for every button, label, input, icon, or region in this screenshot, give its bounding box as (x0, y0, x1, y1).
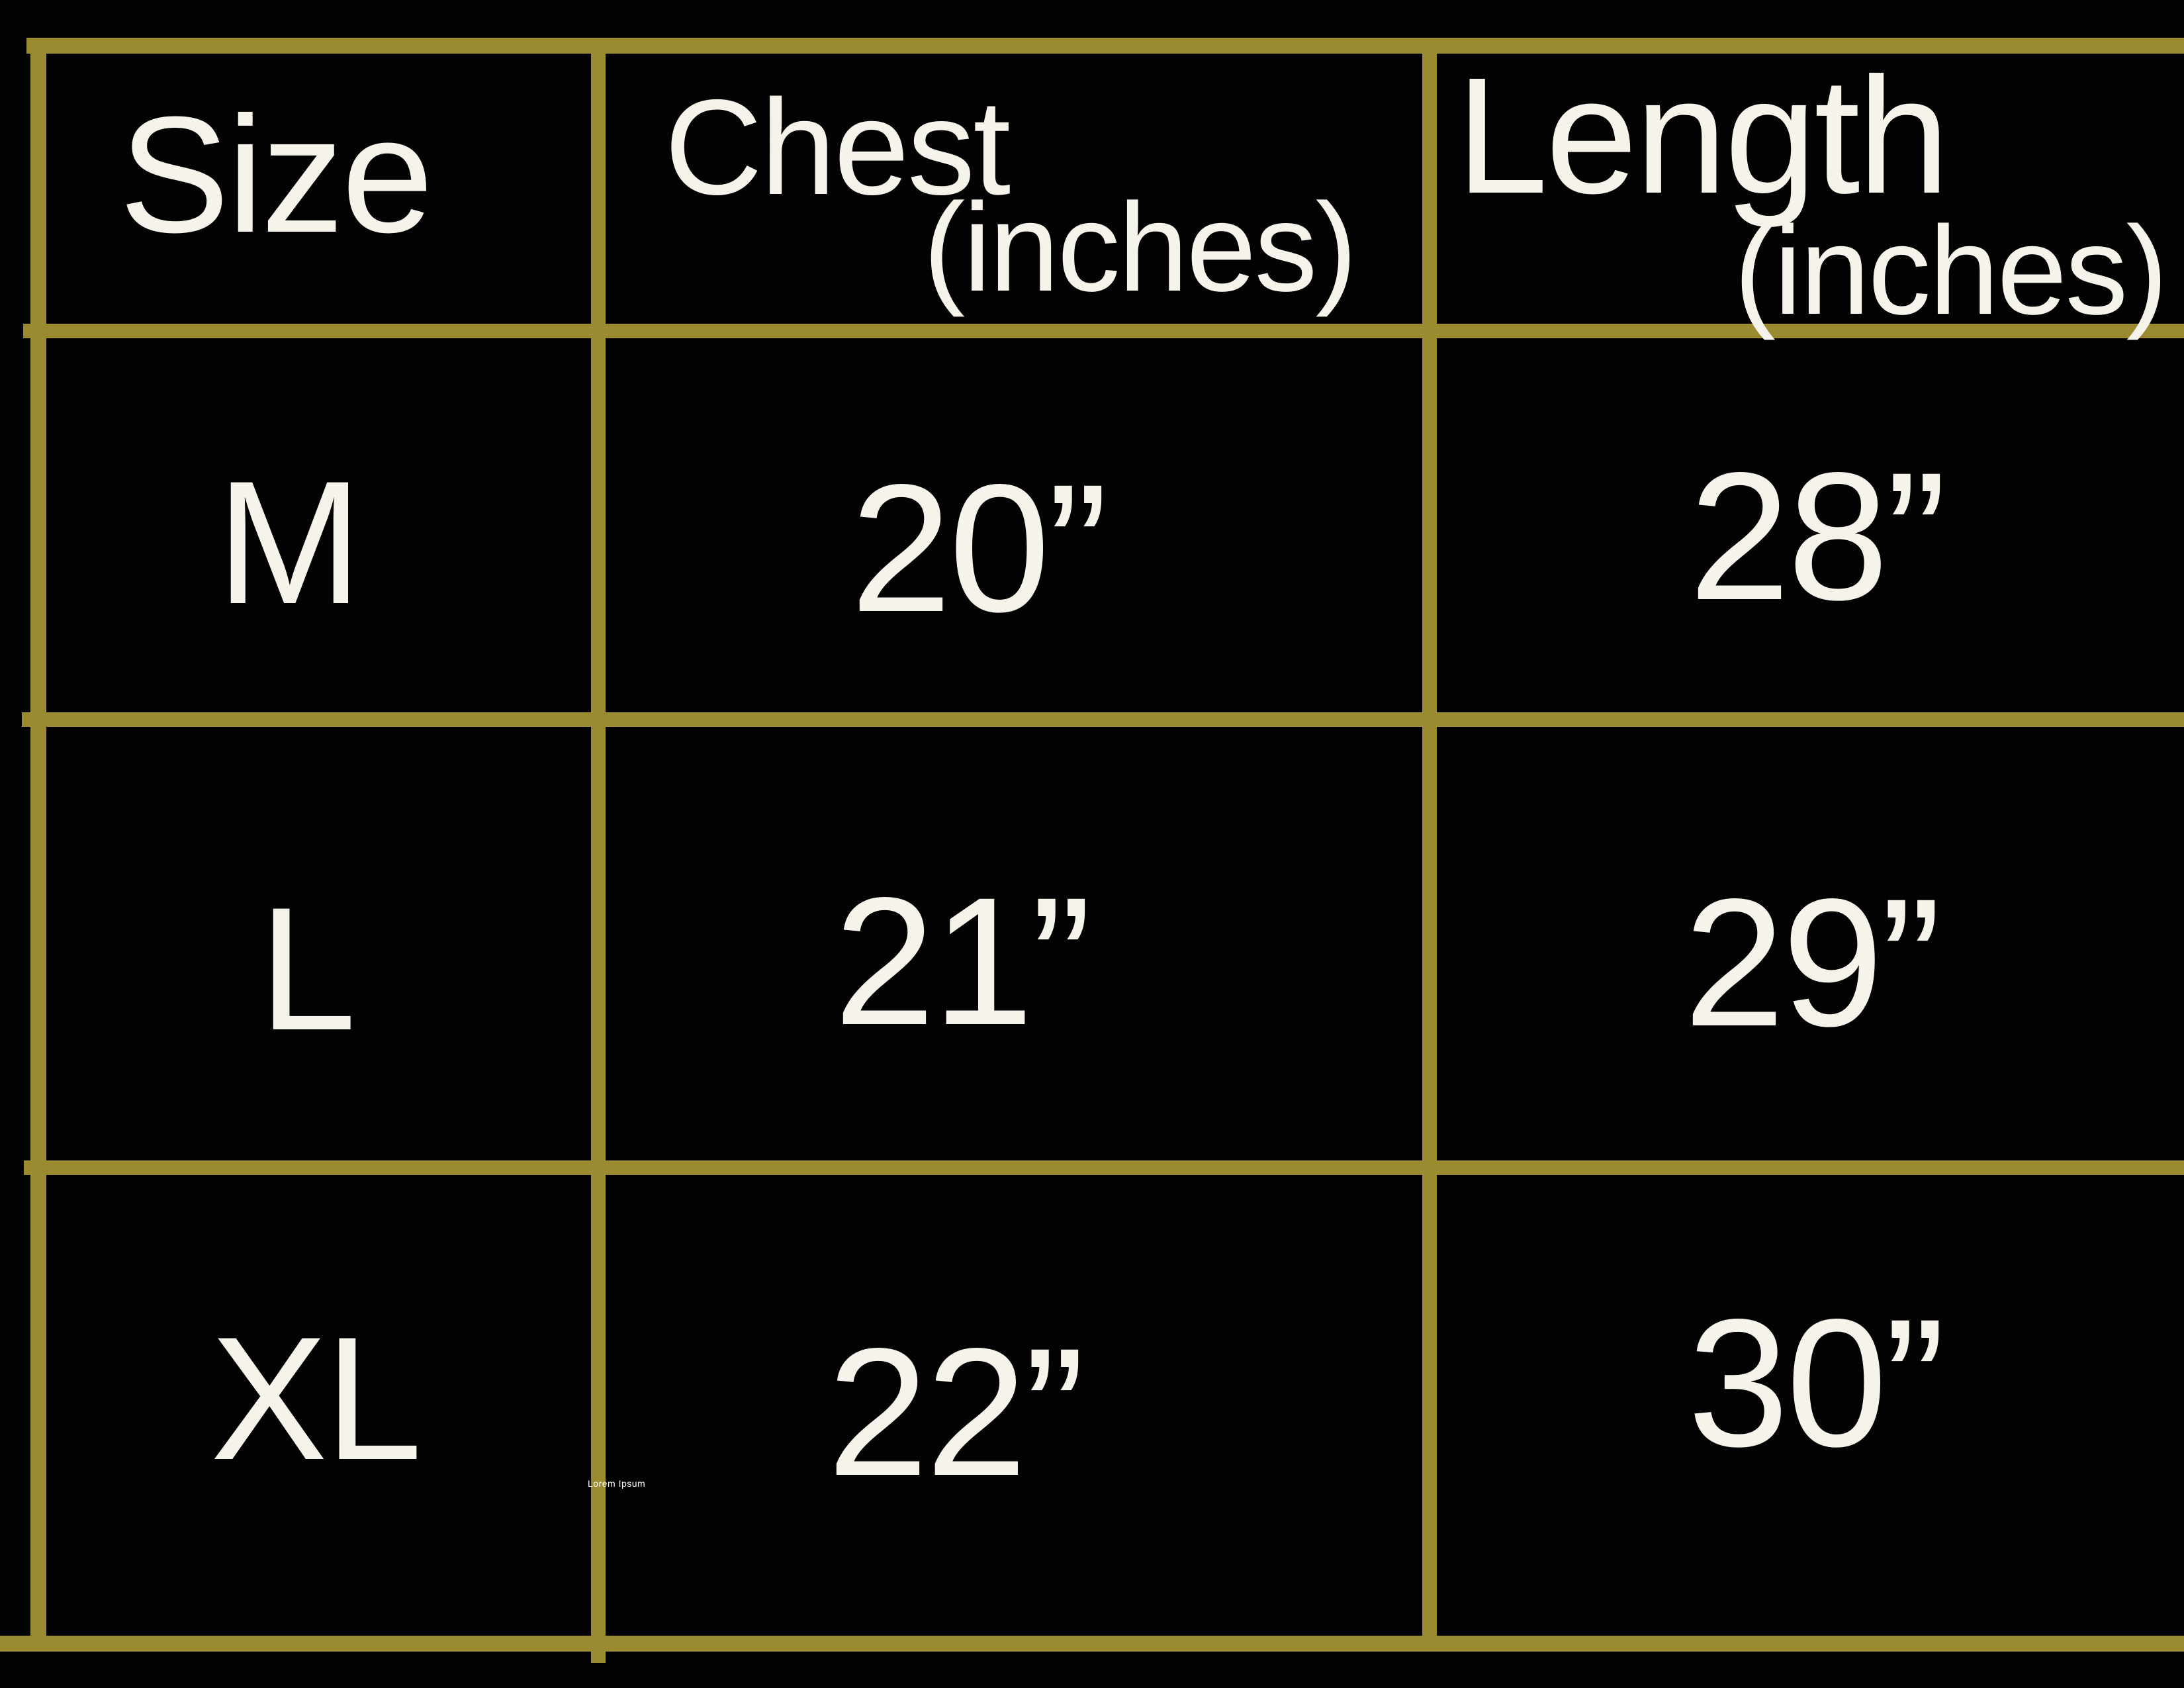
header-chest: Chest (664, 71, 1011, 223)
cell-size-xl: XL (210, 1301, 422, 1497)
cell-length-xl: 30” (1688, 1282, 1945, 1485)
header-size: Size (119, 82, 433, 267)
row-divider-l-xl (24, 1160, 2184, 1175)
cell-size-m: M (216, 445, 363, 641)
cell-chest-l: 21” (834, 860, 1091, 1063)
table-border-left (30, 38, 46, 1652)
header-length-unit: (inches) (1734, 201, 2168, 341)
cell-chest-xl: 22” (827, 1311, 1085, 1514)
cell-length-m: 28” (1689, 435, 1946, 638)
table-border-bottom (0, 1636, 2184, 1652)
row-divider-m-l (22, 712, 2184, 727)
column-divider-chest-length (1422, 38, 1437, 1652)
lorem-ipsum-watermark: Lorem Ipsum (588, 1478, 646, 1489)
cell-chest-m: 20” (850, 447, 1108, 650)
header-row-divider (23, 324, 2184, 338)
column-divider-size-chest (591, 38, 606, 1663)
cell-length-l: 29” (1684, 861, 1941, 1064)
header-length: Length (1456, 43, 1950, 228)
table-border-top (26, 38, 2184, 54)
header-chest-unit: (inches) (923, 177, 1357, 318)
cell-size-l: L (259, 871, 356, 1067)
